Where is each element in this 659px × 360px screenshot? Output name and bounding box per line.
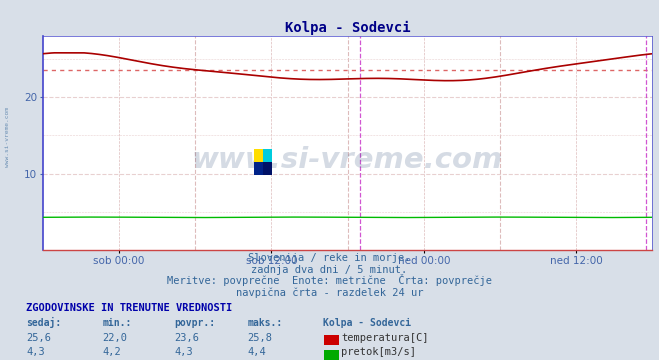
Text: 4,3: 4,3 [26, 347, 45, 357]
Text: 4,3: 4,3 [175, 347, 193, 357]
Bar [263, 149, 272, 162]
Text: www.si-vreme.com: www.si-vreme.com [5, 107, 11, 167]
Text: 23,6: 23,6 [175, 333, 200, 343]
Text: 4,4: 4,4 [247, 347, 266, 357]
Text: 4,2: 4,2 [102, 347, 121, 357]
Text: pretok[m3/s]: pretok[m3/s] [341, 347, 416, 357]
Text: zadnja dva dni / 5 minut.: zadnja dva dni / 5 minut. [251, 265, 408, 275]
Text: sedaj:: sedaj: [26, 317, 61, 328]
Text: Slovenija / reke in morje.: Slovenija / reke in morje. [248, 253, 411, 263]
Bar [254, 162, 263, 175]
Text: Kolpa - Sodevci: Kolpa - Sodevci [323, 318, 411, 328]
Text: povpr.:: povpr.: [175, 318, 215, 328]
Text: 25,6: 25,6 [26, 333, 51, 343]
Bar [254, 149, 263, 162]
Text: www.si-vreme.com: www.si-vreme.com [192, 146, 503, 174]
Text: maks.:: maks.: [247, 318, 282, 328]
Text: min.:: min.: [102, 318, 132, 328]
Text: 25,8: 25,8 [247, 333, 272, 343]
Bar [263, 162, 272, 175]
Text: temperatura[C]: temperatura[C] [341, 333, 429, 343]
Title: Kolpa - Sodevci: Kolpa - Sodevci [285, 21, 411, 35]
Text: 22,0: 22,0 [102, 333, 127, 343]
Text: ZGODOVINSKE IN TRENUTNE VREDNOSTI: ZGODOVINSKE IN TRENUTNE VREDNOSTI [26, 303, 233, 314]
Text: navpična črta - razdelek 24 ur: navpična črta - razdelek 24 ur [236, 287, 423, 298]
Text: Meritve: povprečne  Enote: metrične  Črta: povprečje: Meritve: povprečne Enote: metrične Črta:… [167, 274, 492, 286]
